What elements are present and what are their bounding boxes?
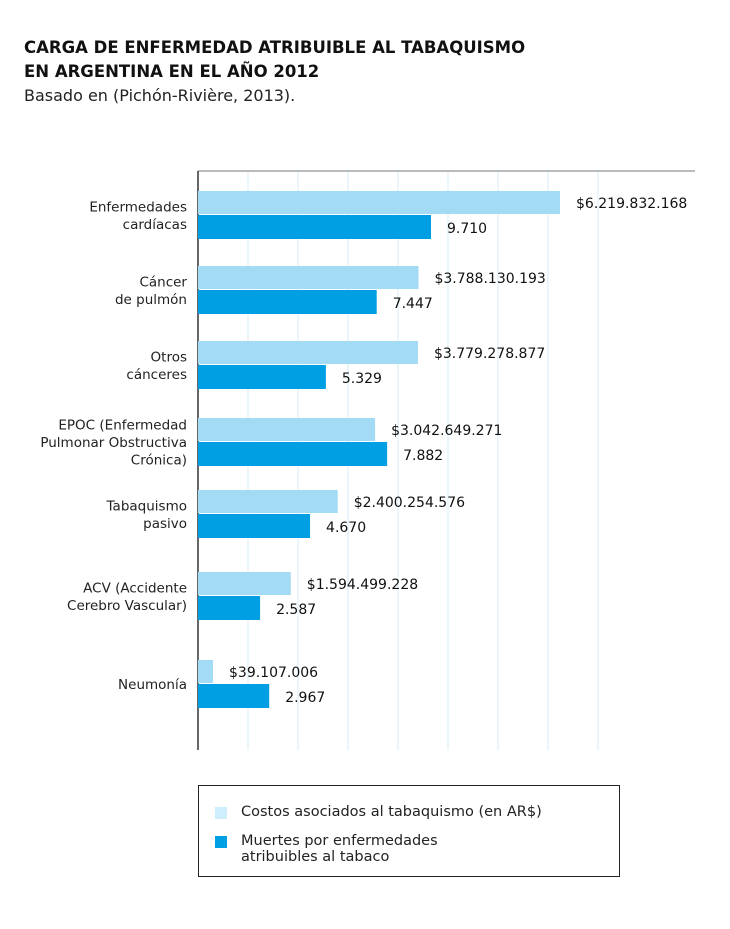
category-label: cánceres <box>126 367 187 383</box>
bar-deaths <box>198 684 270 708</box>
data-label-cost: $2.400.254.576 <box>354 495 465 511</box>
bar-cost <box>198 418 376 441</box>
category-label: ACV (Accidente <box>83 580 187 596</box>
category-label: Cáncer <box>139 274 187 290</box>
category-label: pasivo <box>143 516 187 532</box>
legend-item-deaths: Muertes por enfermedades atribuibles al … <box>215 833 438 865</box>
data-label-cost: $6.219.832.168 <box>576 196 687 212</box>
bar-deaths <box>198 514 311 538</box>
bar-cost <box>198 191 560 214</box>
data-label-cost: $1.594.499.228 <box>307 577 418 593</box>
category-label: Pulmonar Obstructiva <box>40 435 187 451</box>
legend-item-costs: Costos asociados al tabaquismo (en AR$) <box>215 804 542 820</box>
bar-deaths <box>198 596 261 620</box>
category-label: Neumonía <box>118 677 187 693</box>
bar-cost <box>198 341 418 364</box>
category-label: cardíacas <box>123 217 187 233</box>
data-label-deaths: 2.587 <box>276 602 316 618</box>
data-label-deaths: 2.967 <box>285 690 325 706</box>
category-label: EPOC (Enfermedad <box>58 418 187 434</box>
data-label-deaths: 7.882 <box>403 448 443 464</box>
bar-deaths <box>198 290 377 314</box>
category-label: Crónica) <box>131 453 187 469</box>
data-label-cost: $3.779.278.877 <box>434 346 545 362</box>
legend-swatch-deaths <box>215 836 227 848</box>
category-label: de pulmón <box>115 292 187 308</box>
data-label-cost: $3.788.130.193 <box>434 271 545 287</box>
legend-label-deaths: Muertes por enfermedades atribuibles al … <box>241 833 438 865</box>
data-label-deaths: 4.670 <box>326 520 366 536</box>
category-label: Tabaquismo <box>106 498 187 514</box>
data-label-deaths: 9.710 <box>447 221 487 237</box>
bar-deaths <box>198 215 431 239</box>
bar-deaths <box>198 442 388 466</box>
legend-label-costs: Costos asociados al tabaquismo (en AR$) <box>241 804 542 820</box>
legend: Costos asociados al tabaquismo (en AR$) … <box>198 785 620 877</box>
category-label: Cerebro Vascular) <box>67 598 187 614</box>
chart-title: CARGA DE ENFERMEDAD ATRIBUIBLE AL TABAQU… <box>24 38 526 81</box>
bar-cost <box>198 572 291 595</box>
legend-swatch-costs <box>215 807 227 819</box>
bar-deaths <box>198 365 326 389</box>
category-label: Otros <box>151 349 187 365</box>
category-label: Enfermedades <box>89 199 187 215</box>
data-label-cost: $3.042.649.271 <box>391 423 502 439</box>
data-label-deaths: 7.447 <box>393 296 433 312</box>
bar-cost <box>198 660 213 683</box>
data-label-deaths: 5.329 <box>342 371 382 387</box>
bar-cost <box>198 266 419 289</box>
bar-cost <box>198 490 338 513</box>
data-label-cost: $39.107.006 <box>229 665 318 681</box>
chart-subtitle: Basado en (Pichón-Rivière, 2013). <box>24 86 296 105</box>
